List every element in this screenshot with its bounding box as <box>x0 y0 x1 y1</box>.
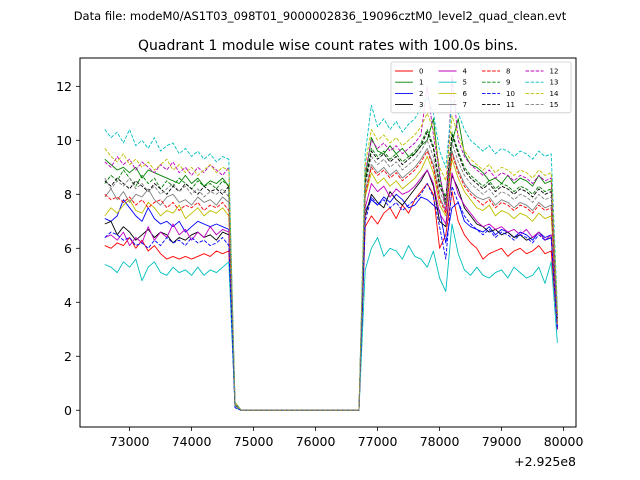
y-tick-label: 2 <box>64 349 72 364</box>
x-tick-label: 78000 <box>420 434 460 449</box>
x-tick-label: 76000 <box>296 434 336 449</box>
axes-frame <box>79 57 577 428</box>
y-tick-label: 6 <box>64 241 72 256</box>
series-line-14 <box>104 112 558 411</box>
legend-label-14: 14 <box>550 90 559 98</box>
legend-label-4: 4 <box>463 68 468 76</box>
series-line-9 <box>104 129 558 411</box>
x-tick-label: 77000 <box>358 434 398 449</box>
legend-label-10: 10 <box>506 90 515 98</box>
y-tick-label: 12 <box>56 79 72 94</box>
legend-label-9: 9 <box>506 79 510 87</box>
series-line-15 <box>104 139 558 411</box>
plot-area: 73000 74000 75000 76000 77000 78000 79000 80000… <box>56 57 584 469</box>
y-tick-label: 8 <box>64 187 72 202</box>
x-axis-offset-label: +2.925e8 <box>514 454 576 469</box>
legend-label-7: 7 <box>463 101 467 109</box>
chart-title: Quadrant 1 module wise count rates with … <box>138 38 518 54</box>
x-tick-label: 80000 <box>544 434 584 449</box>
legend-frame <box>390 61 572 114</box>
legend-label-13: 13 <box>550 79 559 87</box>
legend-label-15: 15 <box>550 101 559 109</box>
legend-label-0: 0 <box>419 68 423 76</box>
x-axis: 73000 74000 75000 76000 77000 78000 79000 80000 <box>110 427 584 449</box>
legend-label-1: 1 <box>419 79 423 87</box>
y-tick-label: 4 <box>64 295 72 310</box>
y-tick-label: 10 <box>56 133 72 148</box>
x-tick-label: 73000 <box>110 434 150 449</box>
series-line-13 <box>104 96 558 411</box>
legend-label-11: 11 <box>506 101 515 109</box>
x-tick-label: 74000 <box>172 434 212 449</box>
series-layer <box>104 75 558 411</box>
x-tick-label: 79000 <box>482 434 522 449</box>
series-line-8 <box>104 150 558 411</box>
legend-label-6: 6 <box>463 90 468 98</box>
legend-label-2: 2 <box>419 90 423 98</box>
legend-label-12: 12 <box>550 68 559 76</box>
legend-label-8: 8 <box>506 68 510 76</box>
legend-label-5: 5 <box>463 79 467 87</box>
legend-label-3: 3 <box>419 101 423 109</box>
y-axis: 0 2 4 6 8 10 12 <box>56 79 80 418</box>
y-tick-label: 0 <box>64 403 72 418</box>
figure-suptitle: Data file: modeM0/AS1T03_098T01_90000028… <box>74 9 567 23</box>
x-tick-label: 75000 <box>234 434 274 449</box>
